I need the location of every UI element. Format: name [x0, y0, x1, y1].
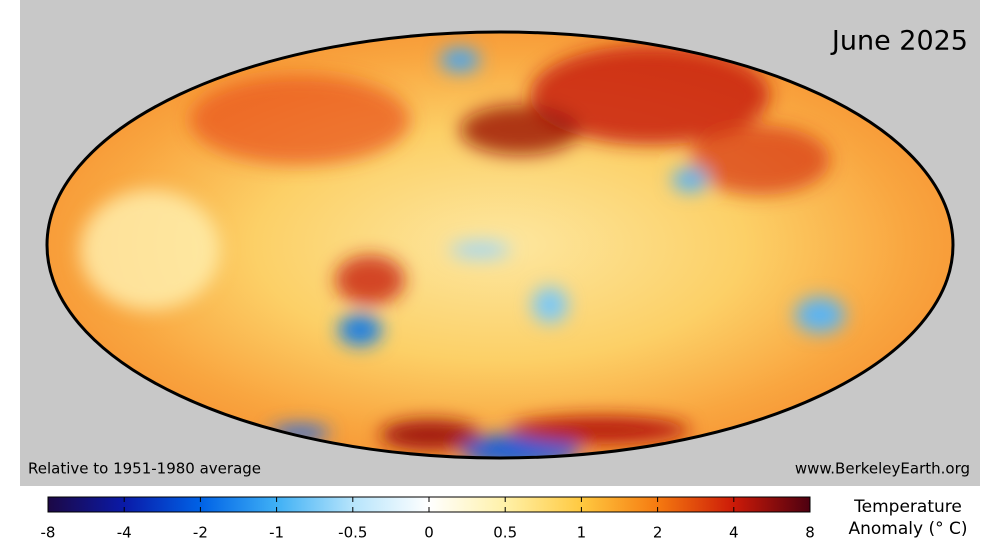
colorbar-tick-label: -0.5: [338, 524, 367, 542]
colorbar-tick-label: 0: [424, 524, 434, 542]
colorbar-tick-label: -1: [269, 524, 284, 542]
colorbar-label: Temperature: [853, 497, 962, 517]
colorbar-tick-label: 0.5: [493, 524, 517, 542]
baseline-note: Relative to 1951-1980 average: [28, 460, 261, 478]
colorbar-label: Anomaly (° C): [848, 519, 967, 539]
colorbar-tick-label: -2: [193, 524, 208, 542]
map-title: June 2025: [830, 26, 968, 57]
colorbar-tick-label: -4: [117, 524, 132, 542]
colorbar-tick-label: 1: [577, 524, 587, 542]
colorbar-tick-label: 2: [653, 524, 663, 542]
anomaly-field: [47, 32, 953, 458]
source-credit: www.BerkeleyEarth.org: [795, 460, 970, 478]
map-outline: [45, 30, 955, 460]
colorbar-tick-label: 8: [805, 524, 815, 542]
colorbar-tick-label: 4: [729, 524, 739, 542]
colorbar-tick-label: -8: [41, 524, 56, 542]
